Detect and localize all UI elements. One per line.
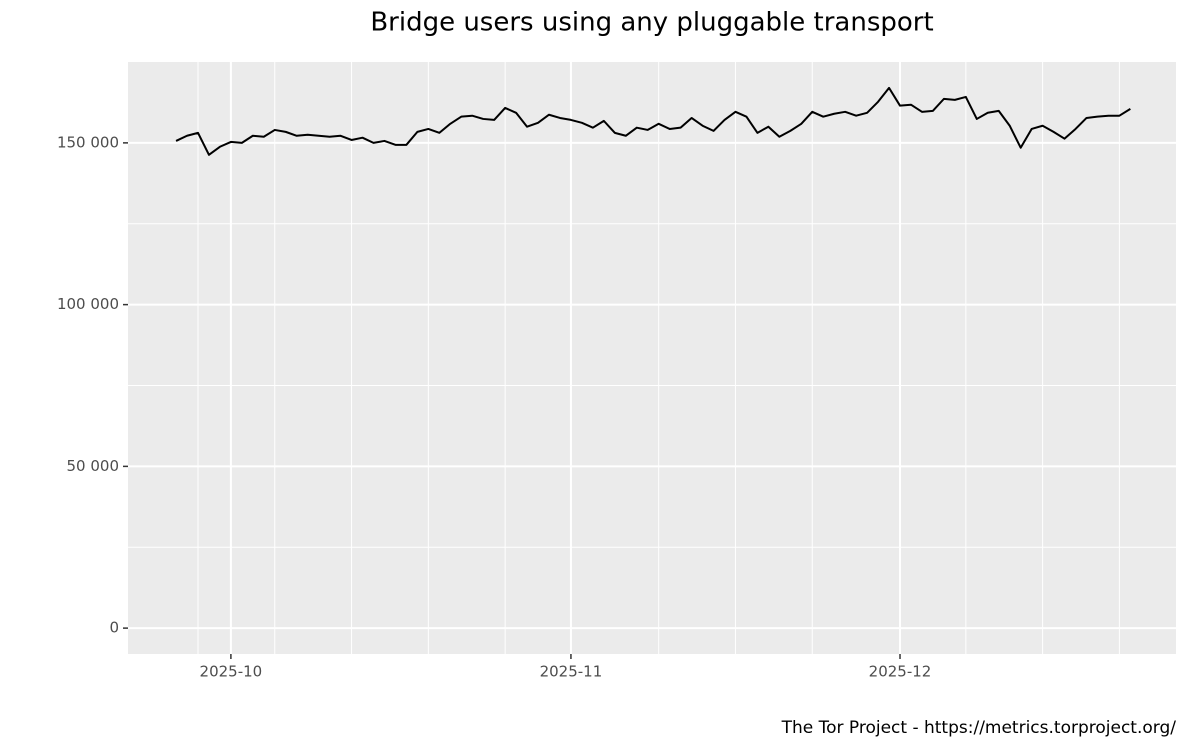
- y-tick-label: 100 000: [57, 295, 119, 313]
- y-tick-label: 0: [109, 619, 119, 637]
- x-tick-label: 2025-12: [869, 663, 932, 681]
- y-tick-label: 50 000: [67, 457, 120, 475]
- y-tick-label: 150 000: [57, 133, 119, 151]
- chart-title: Bridge users using any pluggable transpo…: [370, 8, 933, 38]
- panel: [128, 62, 1176, 654]
- x-tick-label: 2025-11: [540, 663, 603, 681]
- data-line: [175, 86, 1131, 156]
- caption: The Tor Project - https://metrics.torpro…: [781, 718, 1177, 738]
- x-tick-label: 2025-10: [200, 663, 263, 681]
